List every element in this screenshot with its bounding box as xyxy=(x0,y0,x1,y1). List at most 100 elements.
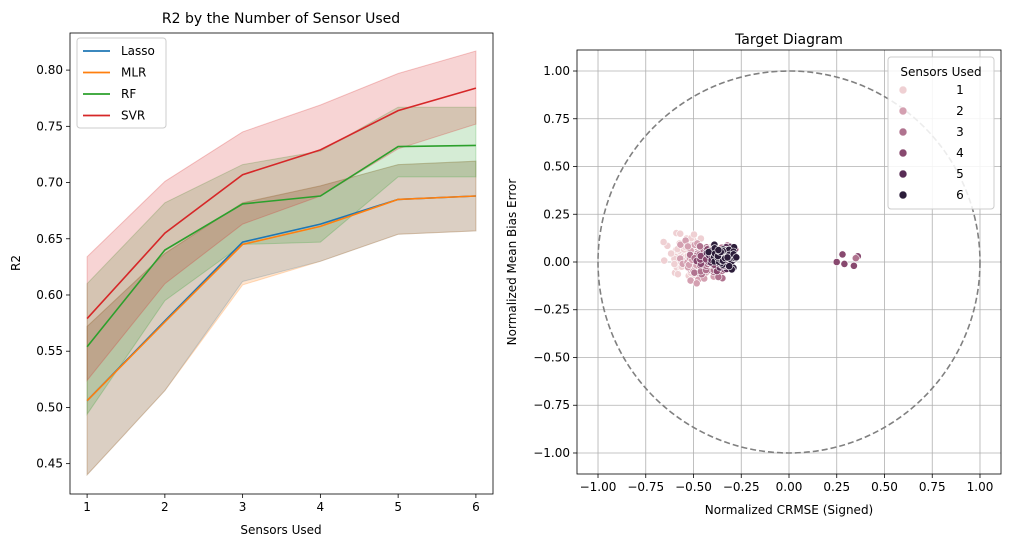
left-series-lines xyxy=(86,87,477,402)
right-y-tick-label: −0.75 xyxy=(533,398,570,412)
left-legend: Lasso MLR RF SVR xyxy=(76,37,167,129)
right-x-tick-label: −0.50 xyxy=(675,480,712,494)
right-x-tick-label: 0.50 xyxy=(871,480,898,494)
scatter-point-level-3 xyxy=(851,254,860,263)
scatter-point-level-6 xyxy=(714,246,723,254)
scatter-point-level-2 xyxy=(684,242,692,251)
right-y-axis-ticks: −1.00 −0.75 −0.50 −0.25 0.00 0.25 0.50 0.75 1.00 xyxy=(533,64,577,460)
scatter-point-level-2 xyxy=(692,279,701,288)
legend-label-level-5: 5 xyxy=(956,167,964,181)
right-y-tick-label: 0.25 xyxy=(543,207,570,221)
left-confidence-bands xyxy=(86,50,477,477)
right-x-tick-label: −0.25 xyxy=(723,480,760,494)
scatter-point-level-4 xyxy=(840,259,849,268)
scatter-point-level-4 xyxy=(838,250,847,259)
confidence-band-lasso xyxy=(86,160,477,477)
confidence-band-rf xyxy=(86,106,477,416)
legend-label-level-4: 4 xyxy=(956,146,964,160)
right-chart-title: Target Diagram xyxy=(734,32,843,48)
left-x-tick-label: 2 xyxy=(161,500,169,514)
right-y-tick-label: −0.25 xyxy=(533,303,570,317)
right-y-tick-label: 1.00 xyxy=(543,64,570,78)
legend-label-level-3: 3 xyxy=(956,125,964,139)
series-line-mlr xyxy=(86,195,476,402)
right-x-tick-label: −1.00 xyxy=(580,480,617,494)
scatter-point-level-2 xyxy=(676,240,685,249)
right-y-tick-label: 0.75 xyxy=(543,112,570,126)
scatter-point-level-6 xyxy=(723,253,732,262)
right-x-tick-label: 1.00 xyxy=(967,480,994,494)
left-plot-frame xyxy=(69,32,494,495)
left-chart-title: R2 by the Number of Sensor Used xyxy=(162,11,400,27)
right-y-tick-label: −1.00 xyxy=(533,446,570,460)
confidence-band-mlr xyxy=(86,160,477,477)
left-y-tick-label: 0.55 xyxy=(36,344,63,358)
legend-marker-level-6 xyxy=(898,190,908,200)
legend-label-level-2: 2 xyxy=(956,104,964,118)
left-y-tick-label: 0.50 xyxy=(36,400,63,414)
reference-circle-path xyxy=(597,70,981,454)
scatter-point-level-1 xyxy=(670,260,679,268)
legend-label-lasso: Lasso xyxy=(121,44,155,58)
left-y-tick-label: 0.70 xyxy=(36,176,63,190)
right-legend-box xyxy=(887,56,995,210)
left-x-axis-ticks: 1 2 3 4 5 6 xyxy=(83,494,480,514)
series-line-svr xyxy=(86,87,477,320)
scatter-point-level-3 xyxy=(696,242,704,251)
left-x-tick-label: 6 xyxy=(472,500,480,514)
right-x-tick-label: 0.25 xyxy=(823,480,850,494)
right-legend: Sensors Used 1 2 3 4 5 6 xyxy=(887,56,995,210)
scatter-point-level-6 xyxy=(725,262,734,271)
reference-circle xyxy=(597,70,981,454)
left-x-tick-label: 5 xyxy=(394,500,402,514)
scatter-point-level-1 xyxy=(674,270,682,279)
right-y-tick-label: 0.00 xyxy=(543,255,570,269)
legend-marker-level-2 xyxy=(898,106,908,116)
confidence-band-svr xyxy=(86,50,477,382)
left-y-axis-ticks: 0.45 0.50 0.55 0.60 0.65 0.70 0.75 0.80 xyxy=(36,63,70,471)
scatter-point-level-1 xyxy=(659,238,668,246)
scatter-point-level-1 xyxy=(676,229,685,238)
left-y-tick-label: 0.75 xyxy=(36,119,63,133)
scatter-points xyxy=(659,229,862,288)
target-diagram: Target Diagram −1.00 −0.75 −0.50 −0.25 0.00 0… xyxy=(505,32,1002,517)
legend-label-svr: SVR xyxy=(121,109,145,123)
legend-marker-level-5 xyxy=(898,169,908,179)
right-x-tick-label: 0.00 xyxy=(776,480,803,494)
legend-label-level-1: 1 xyxy=(956,83,964,97)
right-y-tick-label: 0.50 xyxy=(543,160,570,174)
scatter-point-level-4 xyxy=(832,258,841,266)
legend-label-mlr: MLR xyxy=(121,66,146,80)
right-x-axis-label: Normalized CRMSE (Signed) xyxy=(705,503,874,517)
right-x-tick-label: −0.75 xyxy=(627,480,664,494)
left-x-tick-label: 4 xyxy=(317,500,325,514)
left-x-tick-label: 1 xyxy=(83,500,91,514)
left-legend-box xyxy=(76,37,167,129)
legend-label-rf: RF xyxy=(121,87,136,101)
legend-marker-level-3 xyxy=(898,127,908,137)
left-y-tick-label: 0.60 xyxy=(36,288,63,302)
legend-label-level-6: 6 xyxy=(956,188,964,202)
scatter-point-level-4 xyxy=(850,261,858,270)
scatter-point-level-6 xyxy=(732,253,741,262)
scatter-point-level-1 xyxy=(660,256,669,265)
right-y-tick-label: −0.50 xyxy=(533,350,570,364)
left-y-tick-label: 0.65 xyxy=(36,232,63,246)
right-x-axis-ticks: −1.00 −0.75 −0.50 −0.25 0.00 0.25 0.50 0.75 1.00 xyxy=(580,474,994,494)
legend-marker-level-4 xyxy=(898,148,908,158)
scatter-point-level-1 xyxy=(667,249,675,258)
left-x-axis-label: Sensors Used xyxy=(240,523,321,537)
legend-marker-level-1 xyxy=(898,85,908,95)
scatter-point-level-1 xyxy=(690,230,698,239)
r2-line-chart: R2 by the Number of Sensor Used 1 2 3 4 5 6 0… xyxy=(9,11,494,537)
right-x-tick-label: 0.75 xyxy=(919,480,946,494)
right-y-axis-label: Normalized Mean Bias Error xyxy=(505,179,519,346)
right-legend-title: Sensors Used xyxy=(900,65,981,79)
left-y-axis-label: R2 xyxy=(9,255,23,271)
left-y-tick-label: 0.80 xyxy=(36,63,63,77)
left-y-tick-label: 0.45 xyxy=(36,457,63,471)
left-x-tick-label: 3 xyxy=(239,500,247,514)
series-line-rf xyxy=(86,144,476,348)
